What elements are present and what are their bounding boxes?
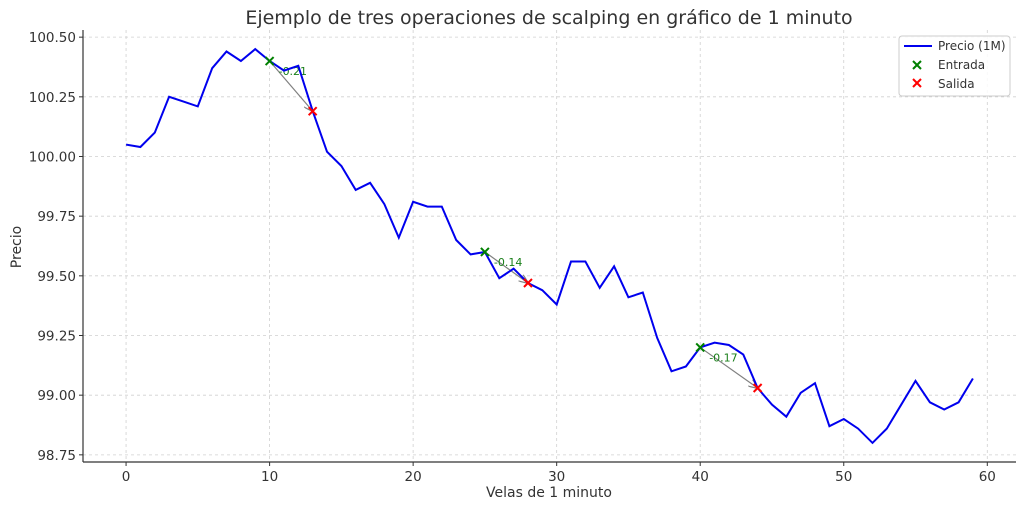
x-tick-label: 0	[122, 469, 131, 485]
entry-cross-icon	[695, 342, 705, 353]
x-tick-label: 10	[261, 469, 278, 485]
trade-arrow	[269, 60, 313, 111]
legend-box	[898, 35, 1011, 97]
x-tick-label: 60	[979, 469, 996, 485]
y-tick-label: 100.00	[29, 149, 76, 165]
y-axis-ticks: 98.75 99.00 99.25 99.50 99.75 100.00 100.25 100…	[29, 30, 83, 464]
trade-annotations: -0.21-0.14-0.17	[269, 60, 758, 388]
trade-result-label: -0.17	[709, 351, 737, 364]
legend-price: Precio (1M)	[938, 39, 1006, 53]
y-tick-label: 100.50	[29, 30, 76, 46]
exit-cross-icon	[523, 278, 533, 288]
axes	[82, 30, 1016, 463]
trade-result-label: -0.14	[494, 256, 522, 269]
x-tick-label: 20	[405, 469, 422, 485]
x-axis-label: Velas de 1 minuto	[486, 485, 612, 501]
entry-cross-icon	[480, 247, 490, 257]
exit-cross-icon	[752, 383, 763, 393]
exit-cross-icon	[307, 106, 318, 116]
legend-exit-cross-icon	[912, 78, 922, 88]
legend-entry: Entrada	[938, 58, 985, 72]
x-tick-label: 30	[548, 469, 565, 485]
legend: Precio (1M) Entrada Salida	[898, 35, 1011, 97]
x-axis-ticks: 0 10 20 30 40 50 60	[122, 462, 996, 485]
trade-arrow	[484, 251, 528, 283]
y-tick-label: 99.50	[37, 269, 76, 285]
x-tick-label: 40	[692, 469, 709, 485]
y-tick-label: 99.75	[37, 209, 76, 225]
price-line	[125, 47, 974, 445]
trade-markers	[264, 56, 763, 393]
entry-cross-icon	[264, 56, 275, 66]
y-tick-label: 100.25	[29, 90, 76, 106]
y-tick-label: 99.00	[37, 388, 76, 404]
y-tick-label: 98.75	[37, 448, 76, 464]
x-tick-label: 50	[835, 469, 852, 485]
chart-title: Ejemplo de tres operaciones de scalping …	[245, 7, 852, 29]
grid-lines	[83, 30, 1016, 462]
y-tick-label: 99.25	[37, 329, 76, 345]
trade-arrow	[699, 346, 757, 388]
legend-entry-cross-icon	[912, 60, 922, 70]
y-axis-label: Precio	[9, 226, 25, 268]
legend-exit: Salida	[938, 77, 975, 91]
